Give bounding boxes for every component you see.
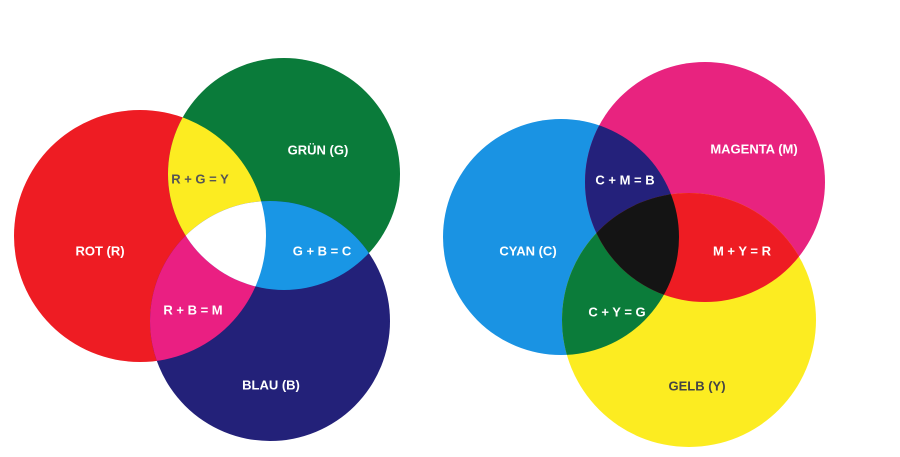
label-cyan: CYAN (C) (499, 243, 556, 258)
label-red: ROT (R) (75, 243, 124, 258)
label-cyan-yellow: C + Y = G (588, 304, 645, 319)
label-yellow: GELB (Y) (668, 378, 725, 393)
label-cyan-magenta: C + M = B (595, 172, 654, 187)
label-magenta-yellow: M + Y = R (713, 243, 772, 258)
label-magenta: MAGENTA (M) (710, 141, 797, 156)
label-green-blue: G + B = C (293, 243, 352, 258)
additive-diagram: ROT (R) GRÜN (G) BLAU (B) R + G = Y G + … (14, 58, 400, 441)
label-red-green: R + G = Y (171, 171, 229, 186)
label-blue: BLAU (B) (242, 377, 300, 392)
label-green: GRÜN (G) (288, 142, 349, 157)
label-red-blue: R + B = M (163, 302, 222, 317)
black-center (585, 193, 679, 302)
subtractive-diagram: CYAN (C) MAGENTA (M) GELB (Y) C + M = B … (443, 62, 825, 447)
white-center (168, 201, 266, 290)
